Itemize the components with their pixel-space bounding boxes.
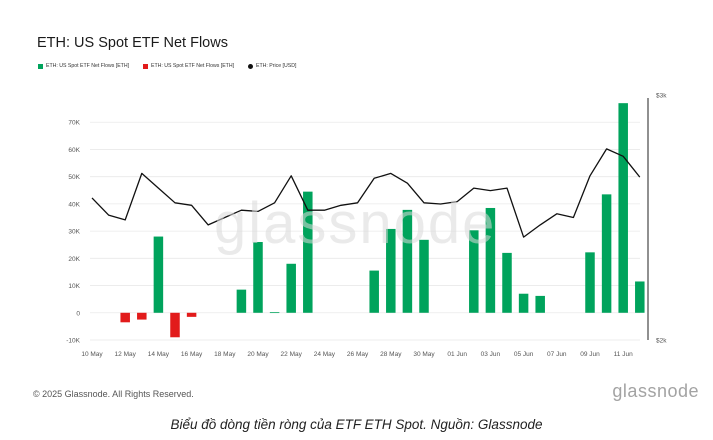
y-tick-label: 50K [68,174,80,181]
x-tick-label: 05 Jun [514,351,534,358]
flow-bar [253,242,263,313]
x-tick-label: 20 May [247,351,269,358]
y-tick-label: 70K [68,120,80,127]
flow-bar [601,194,612,313]
flow-bar [485,207,496,313]
y-right-tick-label: $2k [656,338,667,345]
flow-bar [618,103,628,313]
glassnode-logo: glassnode [612,381,699,401]
x-tick-label: 09 Jun [580,351,600,358]
legend-swatch-red [143,63,149,69]
flow-bar [419,239,429,313]
flow-bars [120,103,645,338]
x-tick-label: 26 May [347,351,369,358]
x-tick-label: 14 May [148,351,170,358]
y-tick-label: -10K [66,338,80,345]
watermark: glassnode [214,191,497,256]
axes: -10K 0 10K 20K 30K 40K 50K 60K 70K $2k $3k 10 May 12… [66,93,667,359]
flow-bar [120,312,130,323]
x-tick-label: 28 May [380,351,402,358]
flow-bar [153,236,164,313]
copyright: © 2025 Glassnode. All Rights Reserved. [33,389,194,399]
y-tick-label: 20K [68,256,80,263]
x-tick-label: 22 May [281,351,303,358]
legend-label: ETH: Price [USD] [256,63,297,69]
x-tick-label: 18 May [214,351,236,358]
flow-bar [469,230,479,313]
x-tick-label: 07 Jun [547,351,567,358]
flow-bar [269,312,280,314]
x-tick-label: 24 May [314,351,336,358]
flow-bar [369,270,379,313]
y-tick-label: 30K [68,229,80,236]
flow-bar [170,312,180,338]
y-tick-label: 10K [68,283,80,290]
x-tick-label: 12 May [115,351,137,358]
y-tick-label: 40K [68,201,80,208]
legend-item-flows-positive: ETH: US Spot ETF Net Flows [ETH] [38,63,129,69]
flow-bar [303,191,313,313]
flow-bar [186,312,197,317]
y-tick-label: 0 [76,310,80,317]
flow-bar [386,228,396,313]
legend-swatch-black [248,63,254,69]
x-tick-label: 30 May [413,351,435,358]
flow-bar [236,289,247,313]
image-caption: Biểu đồ dòng tiền ròng của ETF ETH Spot.… [170,417,543,432]
x-tick-label: 10 May [81,351,103,358]
legend-label: ETH: US Spot ETF Net Flows [ETH] [151,63,235,69]
flow-bar [137,312,147,320]
legend: ETH: US Spot ETF Net Flows [ETH] ETH: US… [38,63,296,69]
legend-item-price: ETH: Price [USD] [248,63,296,69]
price-line-layer [91,148,641,238]
x-tick-label: 01 Jun [447,351,467,358]
flow-bar [518,293,529,313]
flow-bar [535,295,545,313]
legend-swatch-green [38,63,43,69]
y-right-tick-label: $3k [656,93,667,100]
price-line [91,148,641,238]
y-tick-label: 60K [68,147,80,154]
x-tick-label: 11 Jun [614,351,633,358]
x-tick-label: 03 Jun [481,351,501,358]
x-tick-label: 16 May [181,351,203,358]
flow-bar [286,263,296,313]
flow-bar [635,281,645,313]
flow-bar [402,209,413,313]
legend-item-flows-negative: ETH: US Spot ETF Net Flows [ETH] [143,63,234,69]
flow-bar [502,252,512,313]
flow-bar [585,252,595,313]
chart-title: ETH: US Spot ETF Net Flows [37,35,228,51]
legend-label: ETH: US Spot ETF Net Flows [ETH] [46,63,130,69]
